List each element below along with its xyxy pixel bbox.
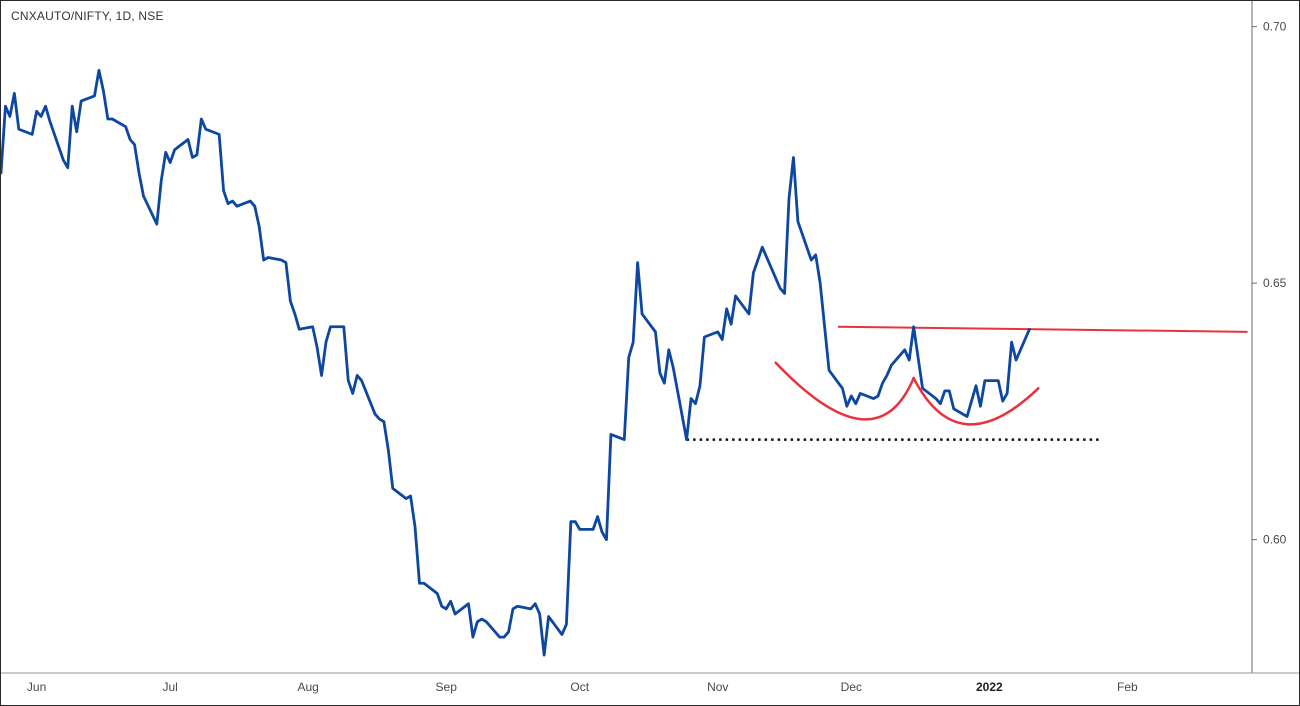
x-tick-label: Nov <box>707 680 728 694</box>
y-tick-label: 0.60 <box>1263 533 1287 547</box>
chart-title: CNXAUTO/NIFTY, 1D, NSE <box>11 9 164 23</box>
resistance-line <box>837 325 1248 333</box>
x-tick-label: 2022 <box>976 680 1003 694</box>
ratio-series <box>1 68 1031 657</box>
time-axis: Jun Jul Aug Sep Oct Nov Dec 2022 Feb <box>27 680 1138 694</box>
cup-arc <box>912 376 1040 426</box>
y-tick-label: 0.70 <box>1263 20 1287 34</box>
x-tick-label: Oct <box>570 680 589 694</box>
x-tick-label: Dec <box>841 680 862 694</box>
x-tick-label: Jul <box>163 680 178 694</box>
cup-arc <box>774 361 915 421</box>
x-tick-label: Sep <box>436 680 458 694</box>
y-tick-label: 0.65 <box>1263 276 1287 290</box>
x-tick-label: Feb <box>1117 680 1138 694</box>
x-tick-label: Jun <box>27 680 46 694</box>
ratio-series-line <box>1 68 1031 657</box>
x-tick-label: Aug <box>298 680 319 694</box>
price-axis: 0.60 0.65 0.70 <box>1252 20 1287 547</box>
pattern-annotations <box>686 325 1248 441</box>
